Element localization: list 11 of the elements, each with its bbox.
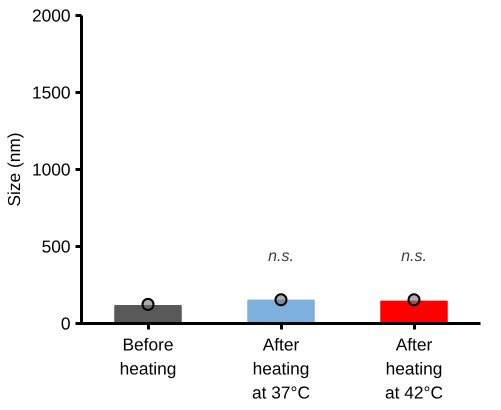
y-axis-title: Size (nm) (4, 132, 24, 207)
x-tick-label: Before heating (120, 334, 176, 378)
annotation: n.s. (268, 248, 294, 265)
y-tick-label: 1500 (32, 82, 71, 102)
x-tick-label: After heating at 37°C (252, 334, 310, 402)
x-tick-label: After heating at 42°C (385, 334, 443, 402)
annotation: n.s. (401, 248, 427, 265)
y-tick-label: 0 (60, 314, 71, 334)
y-tick-label: 2000 (32, 6, 71, 26)
y-tick-label: 500 (42, 236, 71, 256)
y-tick-label: 1000 (32, 160, 71, 180)
